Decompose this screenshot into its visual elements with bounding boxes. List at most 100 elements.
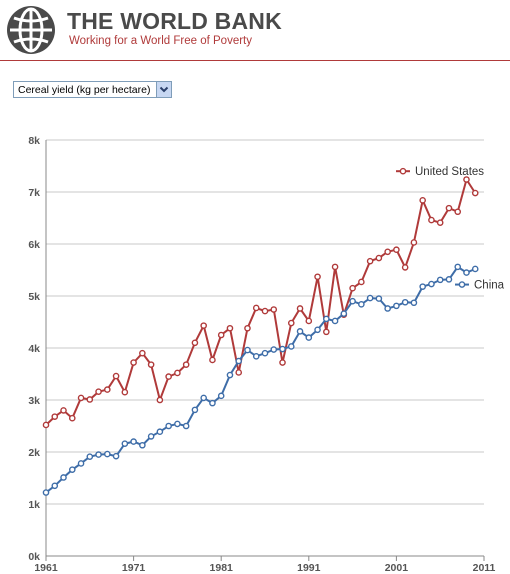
data-point[interactable] [366, 257, 374, 265]
data-point[interactable] [314, 273, 321, 281]
data-point[interactable] [419, 283, 426, 290]
data-point[interactable] [182, 361, 190, 368]
data-point[interactable] [200, 394, 207, 402]
data-point[interactable] [42, 421, 50, 429]
data-point[interactable] [217, 331, 225, 339]
data-point[interactable] [358, 278, 365, 286]
data-point[interactable] [287, 319, 295, 327]
data-point[interactable] [209, 399, 216, 407]
data-point[interactable] [419, 197, 426, 204]
data-point[interactable] [384, 248, 391, 256]
data-point[interactable] [270, 346, 278, 353]
data-point[interactable] [436, 219, 444, 226]
data-point[interactable] [156, 396, 164, 404]
data-point[interactable] [331, 317, 339, 325]
data-point[interactable] [121, 388, 129, 396]
data-point[interactable] [244, 346, 251, 354]
data-point[interactable] [349, 284, 356, 292]
data-point[interactable] [51, 413, 59, 420]
data-point[interactable] [349, 297, 356, 305]
data-point[interactable] [279, 345, 286, 353]
data-point[interactable] [401, 298, 409, 306]
data-point[interactable] [323, 328, 330, 336]
data-point[interactable] [445, 276, 453, 283]
data-point[interactable] [147, 433, 155, 440]
data-point[interactable] [393, 302, 400, 310]
data-point[interactable] [77, 394, 85, 402]
data-point[interactable] [244, 324, 251, 332]
indicator-select[interactable]: Cereal yield (kg per hectare) [13, 81, 172, 98]
data-point[interactable] [191, 406, 199, 414]
data-point[interactable] [226, 324, 234, 332]
data-point[interactable] [95, 451, 102, 458]
dropdown-button[interactable] [156, 82, 171, 97]
data-point[interactable] [130, 359, 137, 366]
data-point[interactable] [95, 388, 102, 395]
data-point[interactable] [428, 280, 435, 288]
data-point[interactable] [384, 305, 391, 312]
data-point[interactable] [279, 359, 286, 366]
data-point[interactable] [252, 304, 260, 312]
data-point[interactable] [68, 414, 76, 422]
data-point[interactable] [287, 343, 295, 350]
data-point[interactable] [436, 276, 444, 284]
data-point[interactable] [296, 328, 304, 335]
data-point[interactable] [86, 453, 94, 460]
data-point[interactable] [191, 339, 199, 347]
data-point[interactable] [139, 349, 146, 357]
legend-item-united-states[interactable]: United States [396, 166, 484, 178]
data-point[interactable] [463, 176, 470, 183]
data-point[interactable] [410, 299, 418, 307]
data-point[interactable] [375, 254, 383, 262]
data-point[interactable] [261, 349, 269, 357]
data-point[interactable] [305, 334, 313, 341]
data-point[interactable] [305, 317, 313, 325]
data-point[interactable] [147, 361, 155, 368]
data-point[interactable] [454, 208, 462, 216]
data-point[interactable] [182, 422, 190, 430]
data-point[interactable] [252, 353, 260, 360]
data-point[interactable] [445, 204, 453, 212]
data-point[interactable] [235, 369, 243, 376]
data-point[interactable] [51, 482, 59, 490]
data-point[interactable] [471, 265, 479, 273]
data-point[interactable] [165, 373, 172, 380]
data-point[interactable] [77, 460, 85, 467]
data-point[interactable] [112, 372, 120, 380]
brand-title[interactable]: THE WORLD BANK [67, 8, 282, 34]
data-point[interactable] [401, 264, 409, 271]
data-point[interactable] [165, 422, 172, 430]
data-point[interactable] [174, 369, 181, 377]
data-point[interactable] [261, 307, 269, 315]
data-point[interactable] [130, 438, 137, 445]
data-point[interactable] [217, 392, 225, 400]
data-point[interactable] [174, 420, 181, 428]
data-point[interactable] [340, 310, 348, 317]
legend-item-china[interactable]: China [455, 280, 505, 292]
data-point[interactable] [393, 246, 400, 254]
data-point[interactable] [366, 294, 374, 302]
data-point[interactable] [358, 301, 365, 308]
data-point[interactable] [410, 239, 418, 246]
data-point[interactable] [471, 189, 479, 197]
data-point[interactable] [104, 450, 111, 458]
data-point[interactable] [463, 269, 470, 276]
data-point[interactable] [209, 356, 216, 364]
data-point[interactable] [323, 315, 330, 323]
data-point[interactable] [331, 263, 339, 271]
data-point[interactable] [200, 322, 207, 329]
data-point[interactable] [156, 428, 164, 436]
data-point[interactable] [86, 396, 94, 403]
data-point[interactable] [121, 440, 129, 447]
data-point[interactable] [42, 489, 50, 496]
data-point[interactable] [235, 357, 243, 365]
data-point[interactable] [296, 305, 304, 312]
data-point[interactable] [112, 452, 120, 460]
data-point[interactable] [68, 466, 76, 473]
data-point[interactable] [428, 216, 435, 224]
world-bank-globe-icon[interactable] [5, 4, 57, 56]
data-point[interactable] [270, 306, 278, 313]
data-point[interactable] [104, 386, 111, 393]
data-point[interactable] [226, 371, 234, 379]
data-point[interactable] [314, 326, 321, 334]
